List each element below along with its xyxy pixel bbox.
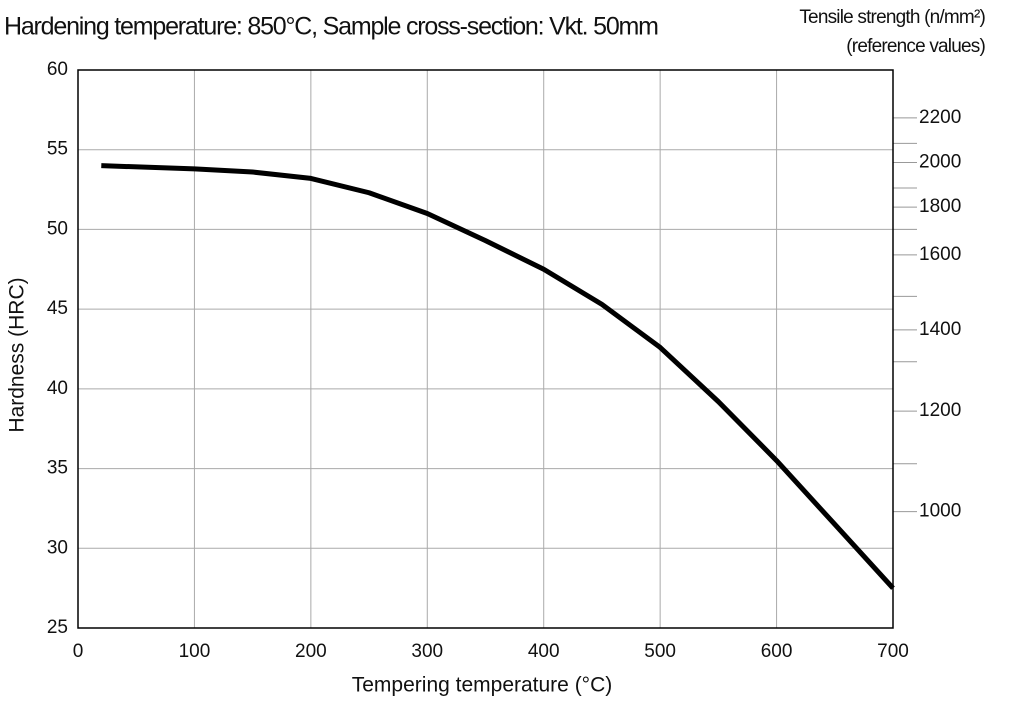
y-tick-label: 45 — [47, 298, 68, 319]
y2-tick-label: 1400 — [919, 319, 961, 340]
y2-tick-label: 2000 — [919, 151, 961, 172]
y2-tick-label: 1200 — [919, 400, 961, 421]
y2-tick-label: 2200 — [919, 107, 961, 128]
y-tick-label: 40 — [47, 378, 68, 399]
y-tick-label: 30 — [47, 537, 68, 558]
x-tick-label: 700 — [877, 641, 909, 662]
y2-tick-label: 1000 — [919, 501, 961, 522]
x-tick-label: 200 — [295, 641, 327, 662]
plot-frame — [77, 69, 894, 629]
chart-title: Hardening temperature: 850°C, Sample cro… — [4, 13, 658, 41]
x-tick-label: 400 — [528, 641, 560, 662]
y-tick-label: 60 — [47, 59, 68, 80]
y2-tick-label: 1800 — [919, 196, 961, 217]
y-tick-label: 55 — [47, 139, 68, 160]
y-tick-label: 35 — [47, 458, 68, 479]
y-tick-label: 50 — [47, 218, 68, 239]
y-axis-label: Hardness (HRC) — [6, 277, 29, 432]
data-line — [101, 163, 895, 590]
y2-axis-label: (reference values) — [846, 36, 985, 57]
x-tick-label: 500 — [644, 641, 676, 662]
x-tick-label: 300 — [411, 641, 443, 662]
x-tick-label: 100 — [179, 641, 211, 662]
x-axis-label: Tempering temperature (°C) — [352, 674, 613, 697]
y-tick-label: 25 — [47, 617, 68, 638]
y2-tick-label: 1600 — [919, 244, 961, 265]
x-tick-label: 0 — [73, 641, 84, 662]
x-tick-label: 600 — [761, 641, 793, 662]
y2-axis-label: Tensile strength (n/mm²) — [799, 7, 985, 28]
